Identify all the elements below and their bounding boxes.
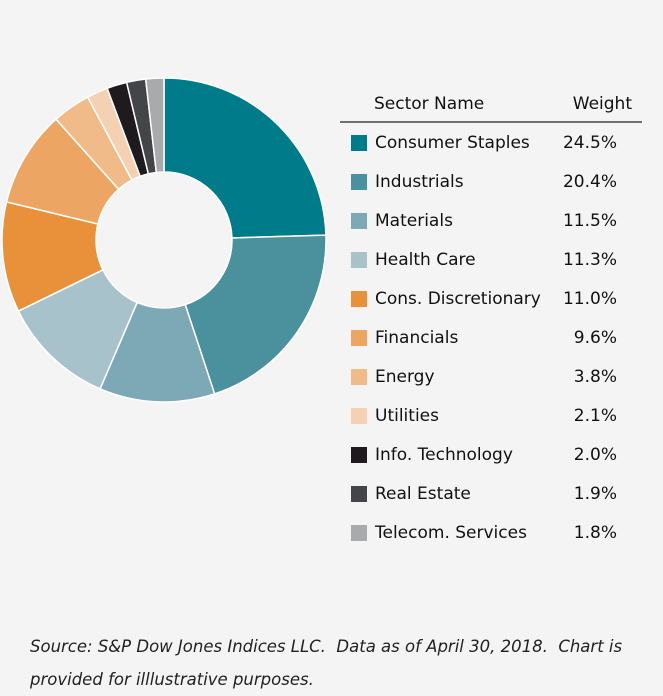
donut-slice: [144, 77, 165, 174]
legend-label: Materials: [375, 211, 453, 231]
legend-label: Info. Technology: [375, 445, 513, 465]
legend-swatch: [351, 330, 367, 346]
value-label: 2.0%: [574, 445, 617, 465]
chart: Sector Name Weight Consumer Staples 24.5%…: [1, 77, 642, 543]
legend-header: Sector Name: [374, 94, 484, 114]
legend-swatch: [351, 174, 367, 190]
value-label: 1.9%: [574, 484, 617, 504]
value-label: 11.5%: [563, 211, 617, 231]
donut-slice: [184, 234, 327, 395]
value-label: 2.1%: [574, 406, 617, 426]
legend-swatch: [351, 447, 367, 463]
legend-label: Financials: [375, 328, 458, 348]
legend-label: Industrials: [375, 172, 464, 192]
value-label: 24.5%: [563, 133, 617, 153]
source-note: Source: S&P Dow Jones Indices LLC. Data …: [30, 637, 628, 689]
value-label: 3.8%: [574, 367, 617, 387]
legend-swatch: [351, 252, 367, 268]
value-label: 1.8%: [574, 523, 617, 543]
legend-swatch: [351, 486, 367, 502]
value-label: 11.3%: [563, 250, 617, 270]
value-label: 9.6%: [574, 328, 617, 348]
legend-header: Weight: [573, 94, 633, 114]
legend-label: Consumer Staples: [375, 133, 530, 153]
legend-label: Telecom. Services: [374, 523, 527, 543]
value-label: 20.4%: [563, 172, 617, 192]
legend-label: Energy: [375, 367, 435, 387]
donut-slice: [163, 77, 327, 239]
legend-swatch: [351, 525, 367, 541]
legend-swatch: [351, 135, 367, 151]
legend-label: Utilities: [375, 406, 439, 426]
legend-swatch: [351, 291, 367, 307]
value-label: 11.0%: [563, 289, 617, 309]
legend-swatch: [351, 213, 367, 229]
legend-label: Health Care: [375, 250, 476, 270]
legend-swatch: [351, 408, 367, 424]
legend-label: Cons. Discretionary: [375, 289, 541, 309]
legend-label: Real Estate: [375, 484, 471, 504]
legend-swatch: [351, 369, 367, 385]
